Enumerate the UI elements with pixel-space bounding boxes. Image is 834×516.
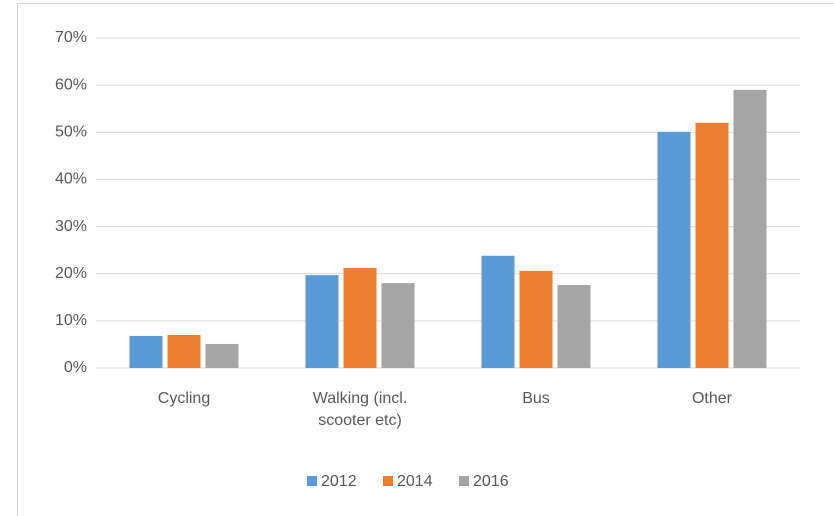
bar — [657, 131, 691, 368]
bar — [557, 285, 591, 368]
bar — [519, 270, 553, 368]
y-tick-label: 10% — [55, 312, 87, 329]
bar — [205, 343, 239, 368]
legend-swatch — [307, 476, 317, 486]
legend-swatch — [383, 476, 393, 486]
y-tick-label: 40% — [55, 171, 87, 188]
bar — [343, 268, 377, 368]
bar — [733, 89, 767, 368]
bar — [129, 335, 163, 368]
legend-label: 2016 — [473, 473, 509, 490]
y-tick-label: 20% — [55, 265, 87, 282]
bar — [481, 255, 515, 368]
legend-label: 2014 — [397, 473, 433, 490]
x-tick-label: Bus — [522, 390, 550, 407]
y-tick-label: 60% — [55, 76, 87, 93]
legend-swatch — [459, 476, 469, 486]
legend-label: 2012 — [321, 473, 357, 490]
y-tick-label: 70% — [55, 29, 87, 46]
y-tick-label: 50% — [55, 124, 87, 141]
x-tick-label: Walking (incl. scooter etc) — [312, 390, 408, 429]
x-tick-label: Other — [691, 390, 732, 407]
bar — [381, 283, 415, 368]
x-tick-label: Cycling — [157, 390, 211, 407]
chart-border — [17, 3, 834, 516]
bar — [167, 335, 201, 368]
bar — [305, 275, 339, 368]
y-tick-label: 0% — [64, 359, 87, 376]
y-tick-label: 30% — [55, 218, 87, 235]
bar — [695, 122, 729, 368]
